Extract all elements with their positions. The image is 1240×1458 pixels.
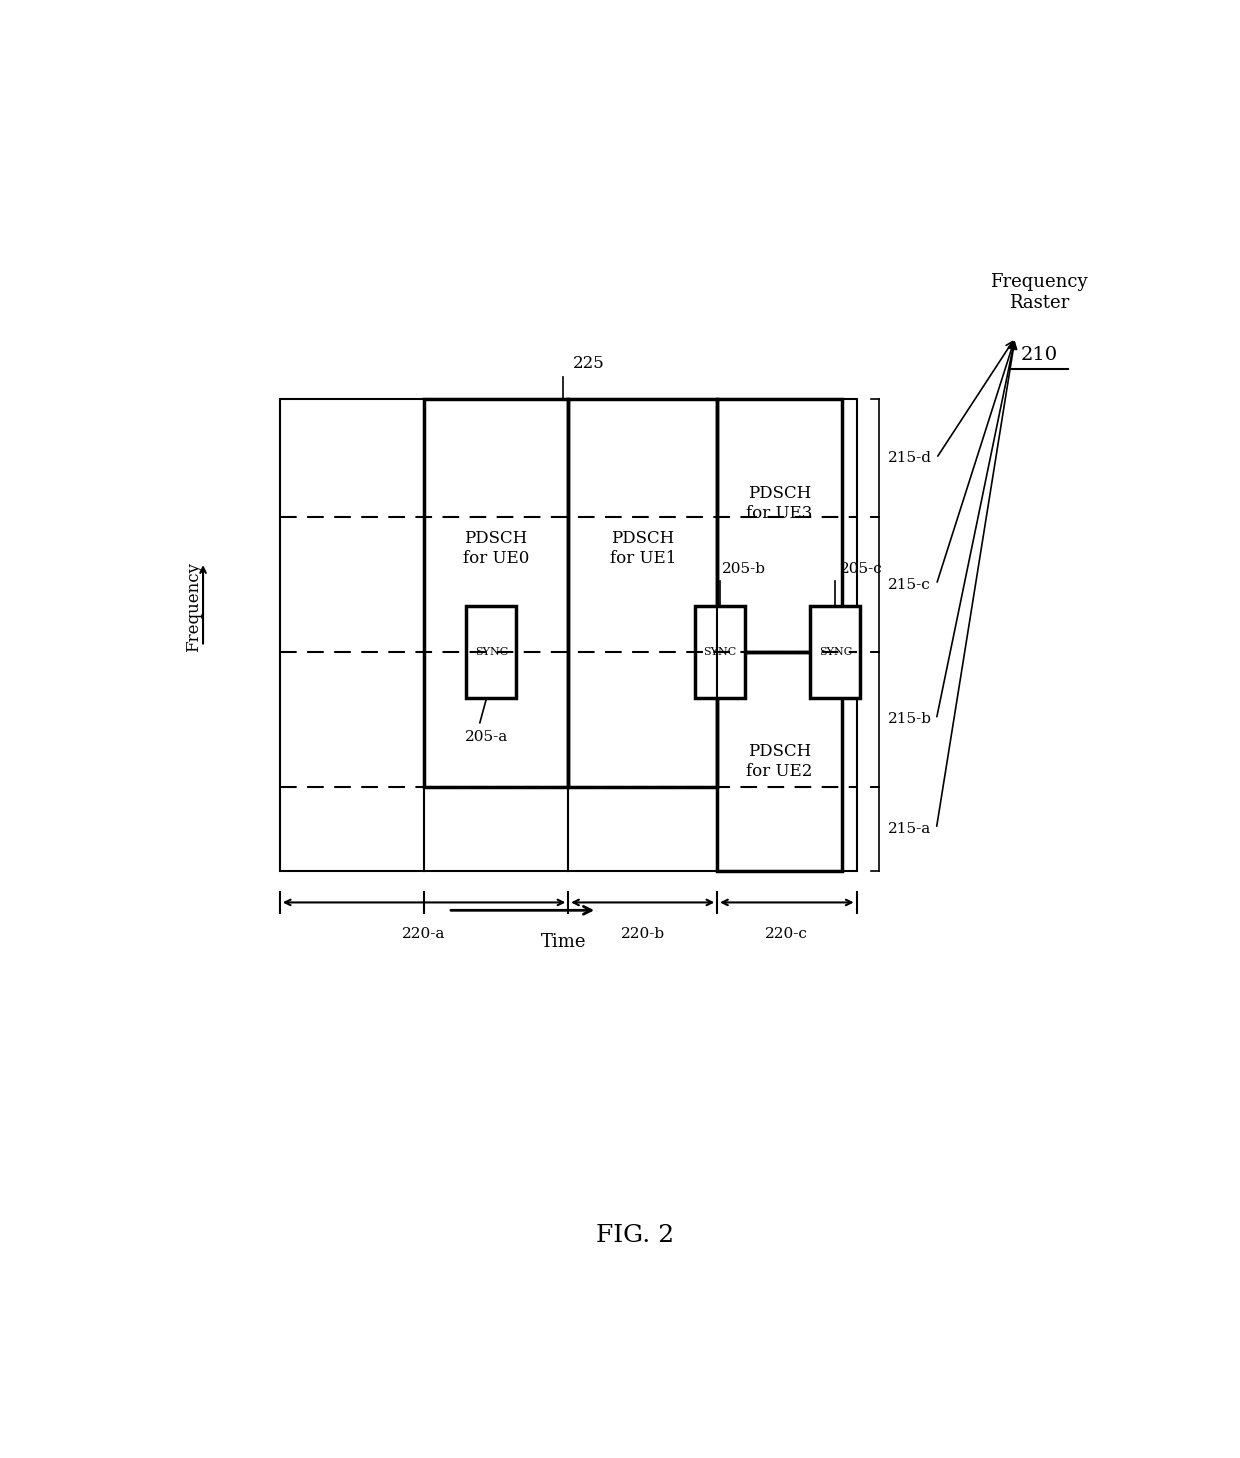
Text: 210: 210 <box>1021 346 1058 363</box>
Text: Frequency: Frequency <box>185 563 202 652</box>
Bar <box>717 399 842 652</box>
Bar <box>280 399 857 870</box>
Bar <box>717 652 842 870</box>
Text: 205-a: 205-a <box>465 730 508 745</box>
Bar <box>466 607 516 698</box>
Bar <box>696 607 745 698</box>
Text: 215-b: 215-b <box>888 713 932 726</box>
Text: SYNC: SYNC <box>818 647 852 658</box>
Text: PDSCH
for UE1: PDSCH for UE1 <box>610 529 676 567</box>
Text: 220-c: 220-c <box>765 927 808 942</box>
Text: PDSCH
for UE3: PDSCH for UE3 <box>746 486 813 522</box>
Text: 225: 225 <box>573 356 605 372</box>
Text: FIG. 2: FIG. 2 <box>596 1225 675 1248</box>
Text: Time: Time <box>541 933 587 951</box>
Bar <box>424 399 568 787</box>
Bar <box>568 399 717 787</box>
Text: PDSCH
for UE0: PDSCH for UE0 <box>463 529 529 567</box>
Text: 220-a: 220-a <box>403 927 445 942</box>
Text: 205-c: 205-c <box>841 561 883 576</box>
Text: 215-c: 215-c <box>888 577 931 592</box>
Text: SYNC: SYNC <box>703 647 737 658</box>
Bar <box>811 607 861 698</box>
Text: 215-d: 215-d <box>888 452 932 465</box>
Text: Frequency
Raster: Frequency Raster <box>991 274 1087 312</box>
Text: SYNC: SYNC <box>475 647 508 658</box>
Text: 205-b: 205-b <box>722 561 766 576</box>
Text: 220-b: 220-b <box>621 927 665 942</box>
Text: PDSCH
for UE2: PDSCH for UE2 <box>746 744 813 780</box>
Text: 215-a: 215-a <box>888 822 931 835</box>
